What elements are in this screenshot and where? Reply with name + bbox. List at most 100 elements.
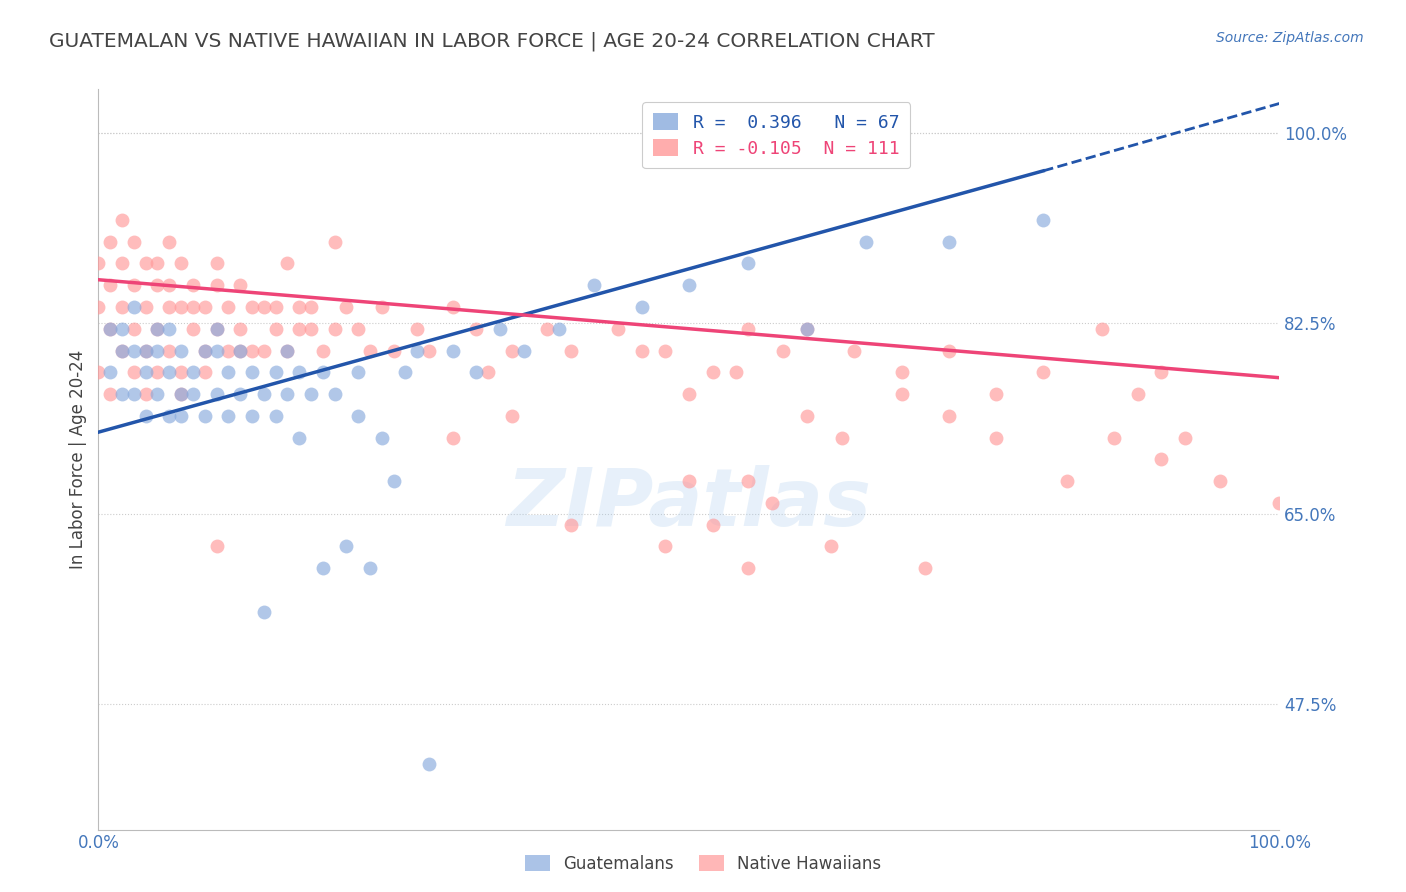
Point — [347, 322, 370, 336]
Point — [194, 343, 217, 358]
Point — [122, 235, 145, 249]
Point — [253, 343, 276, 358]
Point — [217, 343, 239, 358]
Point — [796, 322, 818, 336]
Point — [111, 387, 134, 401]
Point — [205, 343, 228, 358]
Point — [938, 409, 960, 423]
Point — [371, 431, 394, 445]
Point — [205, 387, 228, 401]
Point — [560, 517, 582, 532]
Point — [678, 474, 700, 488]
Point — [382, 474, 405, 488]
Point — [240, 365, 263, 379]
Point — [98, 235, 121, 249]
Point — [240, 300, 263, 314]
Point — [135, 256, 157, 270]
Point — [890, 387, 912, 401]
Point — [844, 343, 866, 358]
Point — [157, 343, 180, 358]
Point — [253, 605, 276, 619]
Point — [288, 322, 311, 336]
Point — [146, 343, 169, 358]
Point — [299, 300, 322, 314]
Point — [371, 300, 394, 314]
Point — [299, 387, 322, 401]
Point — [501, 409, 523, 423]
Point — [938, 235, 960, 249]
Point — [157, 300, 180, 314]
Point — [890, 365, 912, 379]
Point — [205, 278, 228, 293]
Point — [335, 540, 357, 554]
Point — [98, 322, 121, 336]
Point — [135, 409, 157, 423]
Point — [229, 343, 252, 358]
Point — [111, 212, 134, 227]
Legend: Guatemalans, Native Hawaiians: Guatemalans, Native Hawaiians — [519, 848, 887, 880]
Point — [737, 561, 759, 575]
Point — [170, 387, 193, 401]
Point — [323, 322, 346, 336]
Point — [772, 343, 794, 358]
Point — [1032, 212, 1054, 227]
Point — [359, 561, 381, 575]
Point — [111, 256, 134, 270]
Point — [170, 300, 193, 314]
Point — [418, 343, 440, 358]
Point — [229, 343, 252, 358]
Point — [157, 278, 180, 293]
Point — [1150, 365, 1173, 379]
Point — [87, 256, 110, 270]
Point — [288, 300, 311, 314]
Point — [312, 561, 335, 575]
Point — [217, 409, 239, 423]
Point — [394, 365, 416, 379]
Point — [630, 300, 652, 314]
Point — [796, 409, 818, 423]
Point — [157, 322, 180, 336]
Point — [489, 322, 512, 336]
Point — [1150, 452, 1173, 467]
Point — [135, 343, 157, 358]
Point — [111, 343, 134, 358]
Point — [820, 540, 842, 554]
Point — [157, 409, 180, 423]
Point — [938, 343, 960, 358]
Point — [240, 343, 263, 358]
Point — [607, 322, 630, 336]
Point — [548, 322, 571, 336]
Point — [312, 343, 335, 358]
Point — [170, 256, 193, 270]
Point — [146, 278, 169, 293]
Point — [1091, 322, 1114, 336]
Point — [122, 322, 145, 336]
Point — [347, 409, 370, 423]
Point — [111, 322, 134, 336]
Point — [205, 256, 228, 270]
Point — [253, 300, 276, 314]
Point — [181, 322, 204, 336]
Point — [87, 365, 110, 379]
Point — [217, 300, 239, 314]
Point — [441, 300, 464, 314]
Point — [737, 322, 759, 336]
Point — [194, 365, 217, 379]
Point — [914, 561, 936, 575]
Point — [678, 387, 700, 401]
Point — [276, 343, 298, 358]
Point — [157, 235, 180, 249]
Point — [512, 343, 534, 358]
Point — [181, 278, 204, 293]
Point — [855, 235, 877, 249]
Point — [418, 757, 440, 772]
Point — [240, 409, 263, 423]
Point — [382, 343, 405, 358]
Text: Source: ZipAtlas.com: Source: ZipAtlas.com — [1216, 31, 1364, 45]
Point — [761, 496, 783, 510]
Point — [146, 256, 169, 270]
Point — [678, 278, 700, 293]
Point — [111, 343, 134, 358]
Point — [1126, 387, 1149, 401]
Point — [170, 387, 193, 401]
